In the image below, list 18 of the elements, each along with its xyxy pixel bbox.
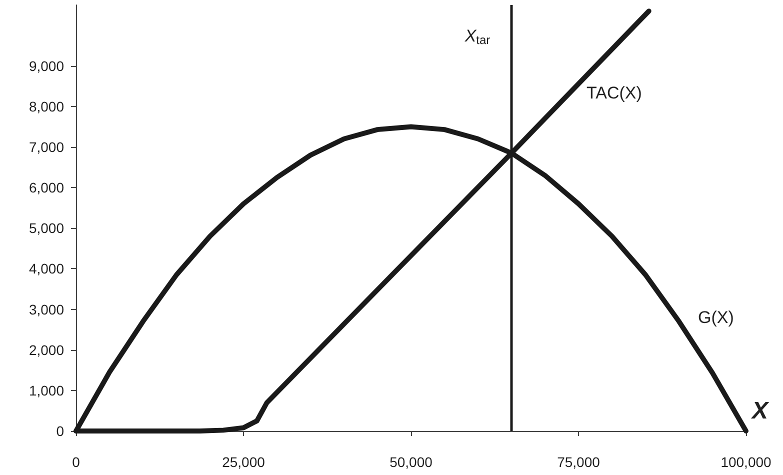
y-tick-label: 7,000: [28, 139, 64, 155]
x-tick-label: 50,000: [390, 454, 433, 470]
y-tick-label: 8,000: [28, 98, 64, 114]
y-tick-label: 9,000: [28, 58, 64, 74]
x-tick-label: 0: [72, 454, 80, 470]
y-tick-label: 0: [56, 423, 64, 439]
y-tick-label: 2,000: [28, 342, 64, 358]
x-tick-label: 100,000: [720, 454, 772, 470]
series-label: TAC(X): [586, 84, 642, 103]
y-tick-label: 1,000: [28, 382, 64, 398]
y-tick-label: 5,000: [28, 220, 64, 236]
x-axis-title: X: [750, 398, 770, 424]
series-label: G(X): [698, 308, 734, 327]
y-tick-label: 6,000: [28, 180, 64, 196]
x-tick-label: 25,000: [222, 454, 266, 470]
y-tick-label: 4,000: [28, 260, 64, 277]
y-tick-label: 3,000: [28, 301, 64, 318]
x-tick-label: 75,000: [557, 454, 600, 470]
